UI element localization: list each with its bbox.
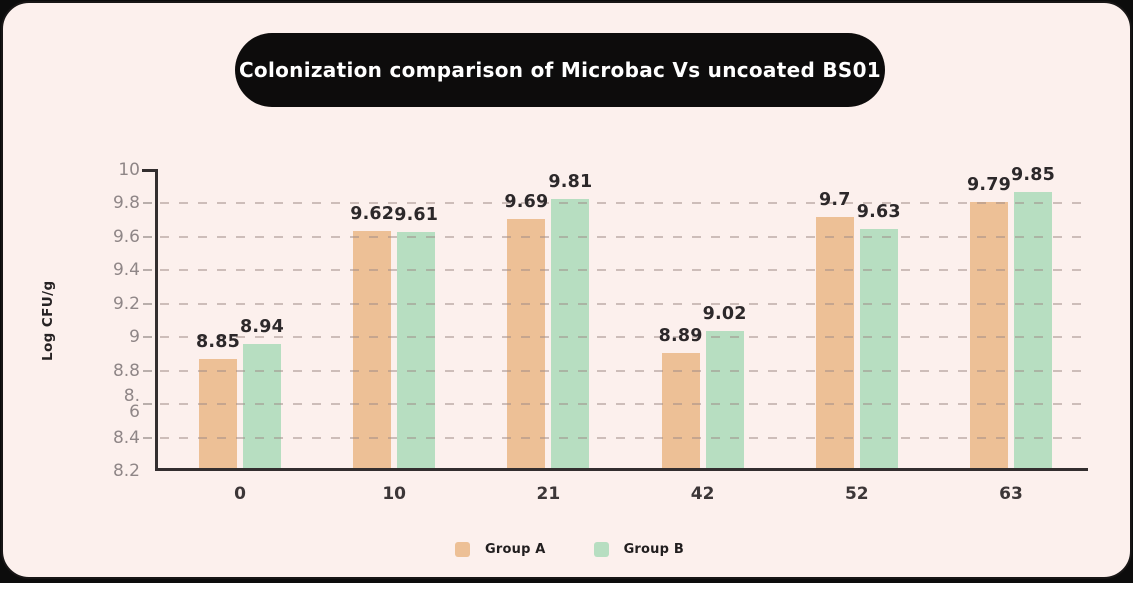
- x-tick-label: 52: [844, 484, 869, 504]
- chart-title-pill: Colonization comparison of Microbac Vs u…: [235, 33, 885, 107]
- bar-group-b-42: [705, 330, 744, 468]
- group-b-label: Group B: [623, 541, 684, 557]
- y-axis-title: Log CFU/g: [40, 280, 56, 361]
- y-tick-label: 9.2: [112, 293, 140, 314]
- bar-value-label: 8.85: [196, 332, 240, 353]
- gridline: [160, 436, 1088, 439]
- bar-value-label: 8.89: [658, 325, 703, 346]
- y-tick-label: 8.8: [112, 360, 140, 381]
- y-tick-label: 9.8: [112, 193, 140, 214]
- x-tick-label: 0: [234, 484, 246, 504]
- bar-group-a-42: [661, 352, 700, 468]
- bar-group-b-10: [397, 232, 436, 468]
- bar-value-label: 9.02: [702, 303, 747, 324]
- y-axis-tick-labels: 10 9.8 9.6 9.4 9.2 9 8.8 8. 6 8.4 8.2: [63, 162, 140, 480]
- bar-value-label: 9.85: [1011, 165, 1055, 186]
- gridline: [160, 269, 1088, 272]
- gridline: [160, 235, 1088, 238]
- x-tick-label: 63: [999, 484, 1023, 504]
- y-tick-label: 10: [118, 160, 140, 180]
- y-tick-label: 8.2: [112, 461, 140, 481]
- legend-item-group-a: Group A: [455, 541, 546, 557]
- y-axis-tick: [143, 436, 152, 439]
- gridline: [160, 369, 1088, 372]
- bar-group-a-63: [970, 202, 1008, 468]
- bar-value-label: 8.94: [240, 317, 284, 338]
- bar-value-label: 9.69: [504, 191, 549, 212]
- x-tick-label: 42: [690, 484, 715, 504]
- y-axis-tick: [143, 202, 152, 205]
- bar-group-a-0: [199, 359, 237, 468]
- x-tick-label: 21: [536, 484, 561, 504]
- legend-item-group-b: Group B: [593, 541, 684, 557]
- plot-area: 8.85 8.94 0 9.62 9.61 10 9.69 9.81 21 8.89 9.02 42 9…: [142, 165, 1088, 504]
- y-tick-label: 9.4: [112, 260, 140, 281]
- bar-value-label: 9.62: [350, 203, 395, 224]
- y-axis-tick: [143, 369, 152, 372]
- y-axis-tick: [143, 302, 152, 305]
- group-a-label: Group A: [485, 541, 546, 557]
- y-tick-label: 9: [129, 327, 140, 348]
- bar-value-label: 9.61: [394, 205, 439, 226]
- bar-value-label: 9.7: [818, 190, 851, 211]
- bar-group-b-0: [243, 344, 281, 468]
- y-tick-label: 8.4: [112, 427, 140, 448]
- bar-group-b-63: [1014, 192, 1052, 468]
- chart-title: Colonization comparison of Microbac Vs u…: [238, 58, 882, 82]
- bar-group-a-21: [507, 218, 546, 468]
- bar-value-label: 9.63: [856, 201, 901, 222]
- y-tick-label: 8. 6: [123, 386, 140, 423]
- chart-card: Colonization comparison of Microbac Vs u…: [1, 1, 1132, 579]
- legend: Group A Group B: [3, 539, 1133, 559]
- y-axis-tick: [143, 403, 152, 406]
- bar-group-a-52: [815, 217, 854, 468]
- bar-group-b-21: [551, 198, 590, 468]
- y-axis-tick: [143, 269, 152, 272]
- bar-group-b-52: [859, 228, 898, 468]
- gridline: [160, 403, 1088, 406]
- y-tick-label: 9.6: [112, 226, 140, 247]
- gridline: [160, 302, 1088, 305]
- bar-value-label: 9.79: [967, 175, 1011, 196]
- bar-group-a-10: [353, 230, 392, 468]
- x-tick-label: 10: [382, 484, 407, 504]
- y-axis-tick: [143, 235, 152, 238]
- gridline: [160, 336, 1088, 339]
- gridline: [160, 202, 1088, 205]
- y-axis-tick: [143, 336, 152, 339]
- bar-value-label: 9.81: [548, 171, 593, 192]
- y-axis-top-cap: [142, 169, 158, 172]
- group-a-swatch: [455, 541, 470, 557]
- group-b-swatch: [593, 541, 609, 557]
